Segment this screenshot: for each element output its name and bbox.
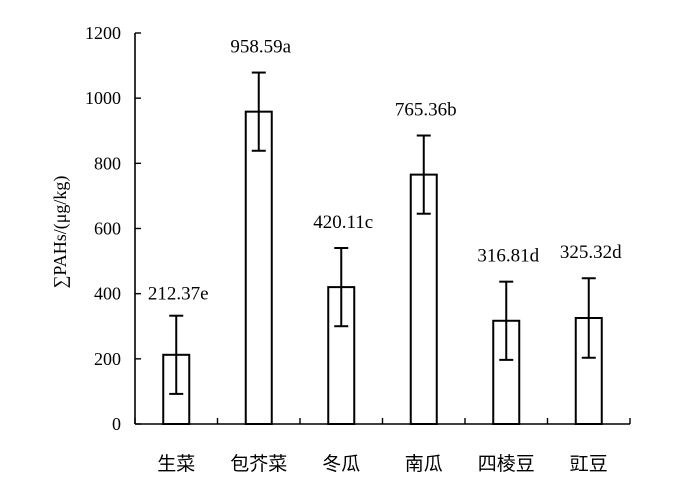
y-tick-label: 400 [94,284,121,304]
x-category-label: 冬瓜 [322,453,360,475]
y-axis: 0 200 400 600 800 1000 1200 [85,23,141,434]
y-tick-label: 600 [94,219,121,239]
data-labels: 212.37e 958.59a 420.11c 765.36b 316.81d 325.3… [148,37,622,305]
y-tick-label: 200 [94,349,121,369]
y-tick-label: 1000 [85,88,121,108]
error-bar [334,247,349,328]
y-tick-label: 0 [112,414,121,434]
error-bar [251,71,266,152]
y-tick-label: 800 [94,153,121,173]
data-label: 420.11c [313,212,373,233]
y-tick-label: 1200 [85,23,121,43]
x-axis: 生菜 包芥菜 冬瓜 南瓜 四棱豆 豇豆 [134,418,631,475]
bar [409,173,438,425]
x-tick-labels: 生菜 包芥菜 冬瓜 南瓜 四棱豆 豇豆 [134,418,631,475]
data-label: 765.36b [395,100,457,121]
y-ticks: 0 200 400 600 800 1000 1200 [85,23,141,434]
bars [162,110,603,426]
error-bar [416,134,431,215]
data-label: 325.32d [560,242,622,263]
data-label: 958.59a [230,37,291,58]
x-category-label: 豇豆 [570,453,608,475]
data-label: 212.37e [148,284,209,305]
y-axis-title: ∑PAHs/(μg/kg) [50,176,71,289]
x-category-label: 包芥菜 [230,453,287,475]
error-bar [581,277,596,359]
error-bars [169,71,596,395]
bar [244,110,273,425]
x-category-label: 南瓜 [405,453,443,475]
error-bar [499,280,514,361]
data-label: 316.81d [477,246,539,267]
error-bar [169,314,184,395]
x-category-label: 四棱豆 [478,453,535,475]
x-category-label: 生菜 [157,453,195,475]
